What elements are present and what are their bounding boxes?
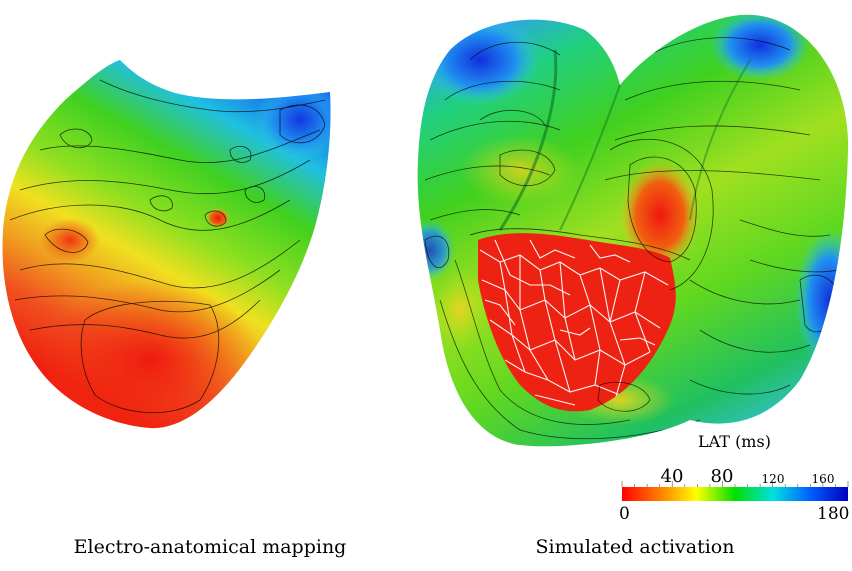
left-isochrones (9, 79, 326, 414)
colorbar-tick-label-80: 80 (710, 466, 734, 487)
right-blue-top-right (710, 14, 810, 80)
left-early-activation-region (40, 280, 260, 429)
colorbar-gradient (622, 487, 848, 501)
right-yellow-left (435, 270, 485, 350)
right-blue-left-edge (417, 220, 455, 280)
caption-electro-anatomical-mapping: Electro-anatomical mapping (73, 536, 347, 558)
colorbar (621, 481, 849, 501)
colorbar-tick-label-40: 40 (660, 466, 684, 487)
left-heart-map (2, 60, 331, 429)
colorbar-tick-label-160: 160 (811, 472, 835, 486)
colorbar-title: LAT (ms) (698, 432, 771, 451)
right-yellow-band (460, 135, 580, 205)
colorbar-min-label: 0 (619, 504, 630, 524)
left-blue-region (255, 80, 331, 160)
right-heart-simulation (417, 14, 849, 447)
colorbar-max-label: 180 (817, 504, 850, 524)
right-septal-fold (498, 49, 558, 231)
left-red-dot (206, 208, 230, 228)
right-red-spot (620, 160, 700, 270)
purkinje-network (479, 239, 669, 406)
colorbar-tick-label-120: 120 (761, 472, 785, 486)
right-isochrones (424, 37, 841, 440)
caption-simulated-activation: Simulated activation (535, 536, 735, 558)
right-blue-top-left (420, 15, 540, 105)
colorbar-ticks (621, 481, 849, 487)
left-red-spot (40, 218, 100, 262)
